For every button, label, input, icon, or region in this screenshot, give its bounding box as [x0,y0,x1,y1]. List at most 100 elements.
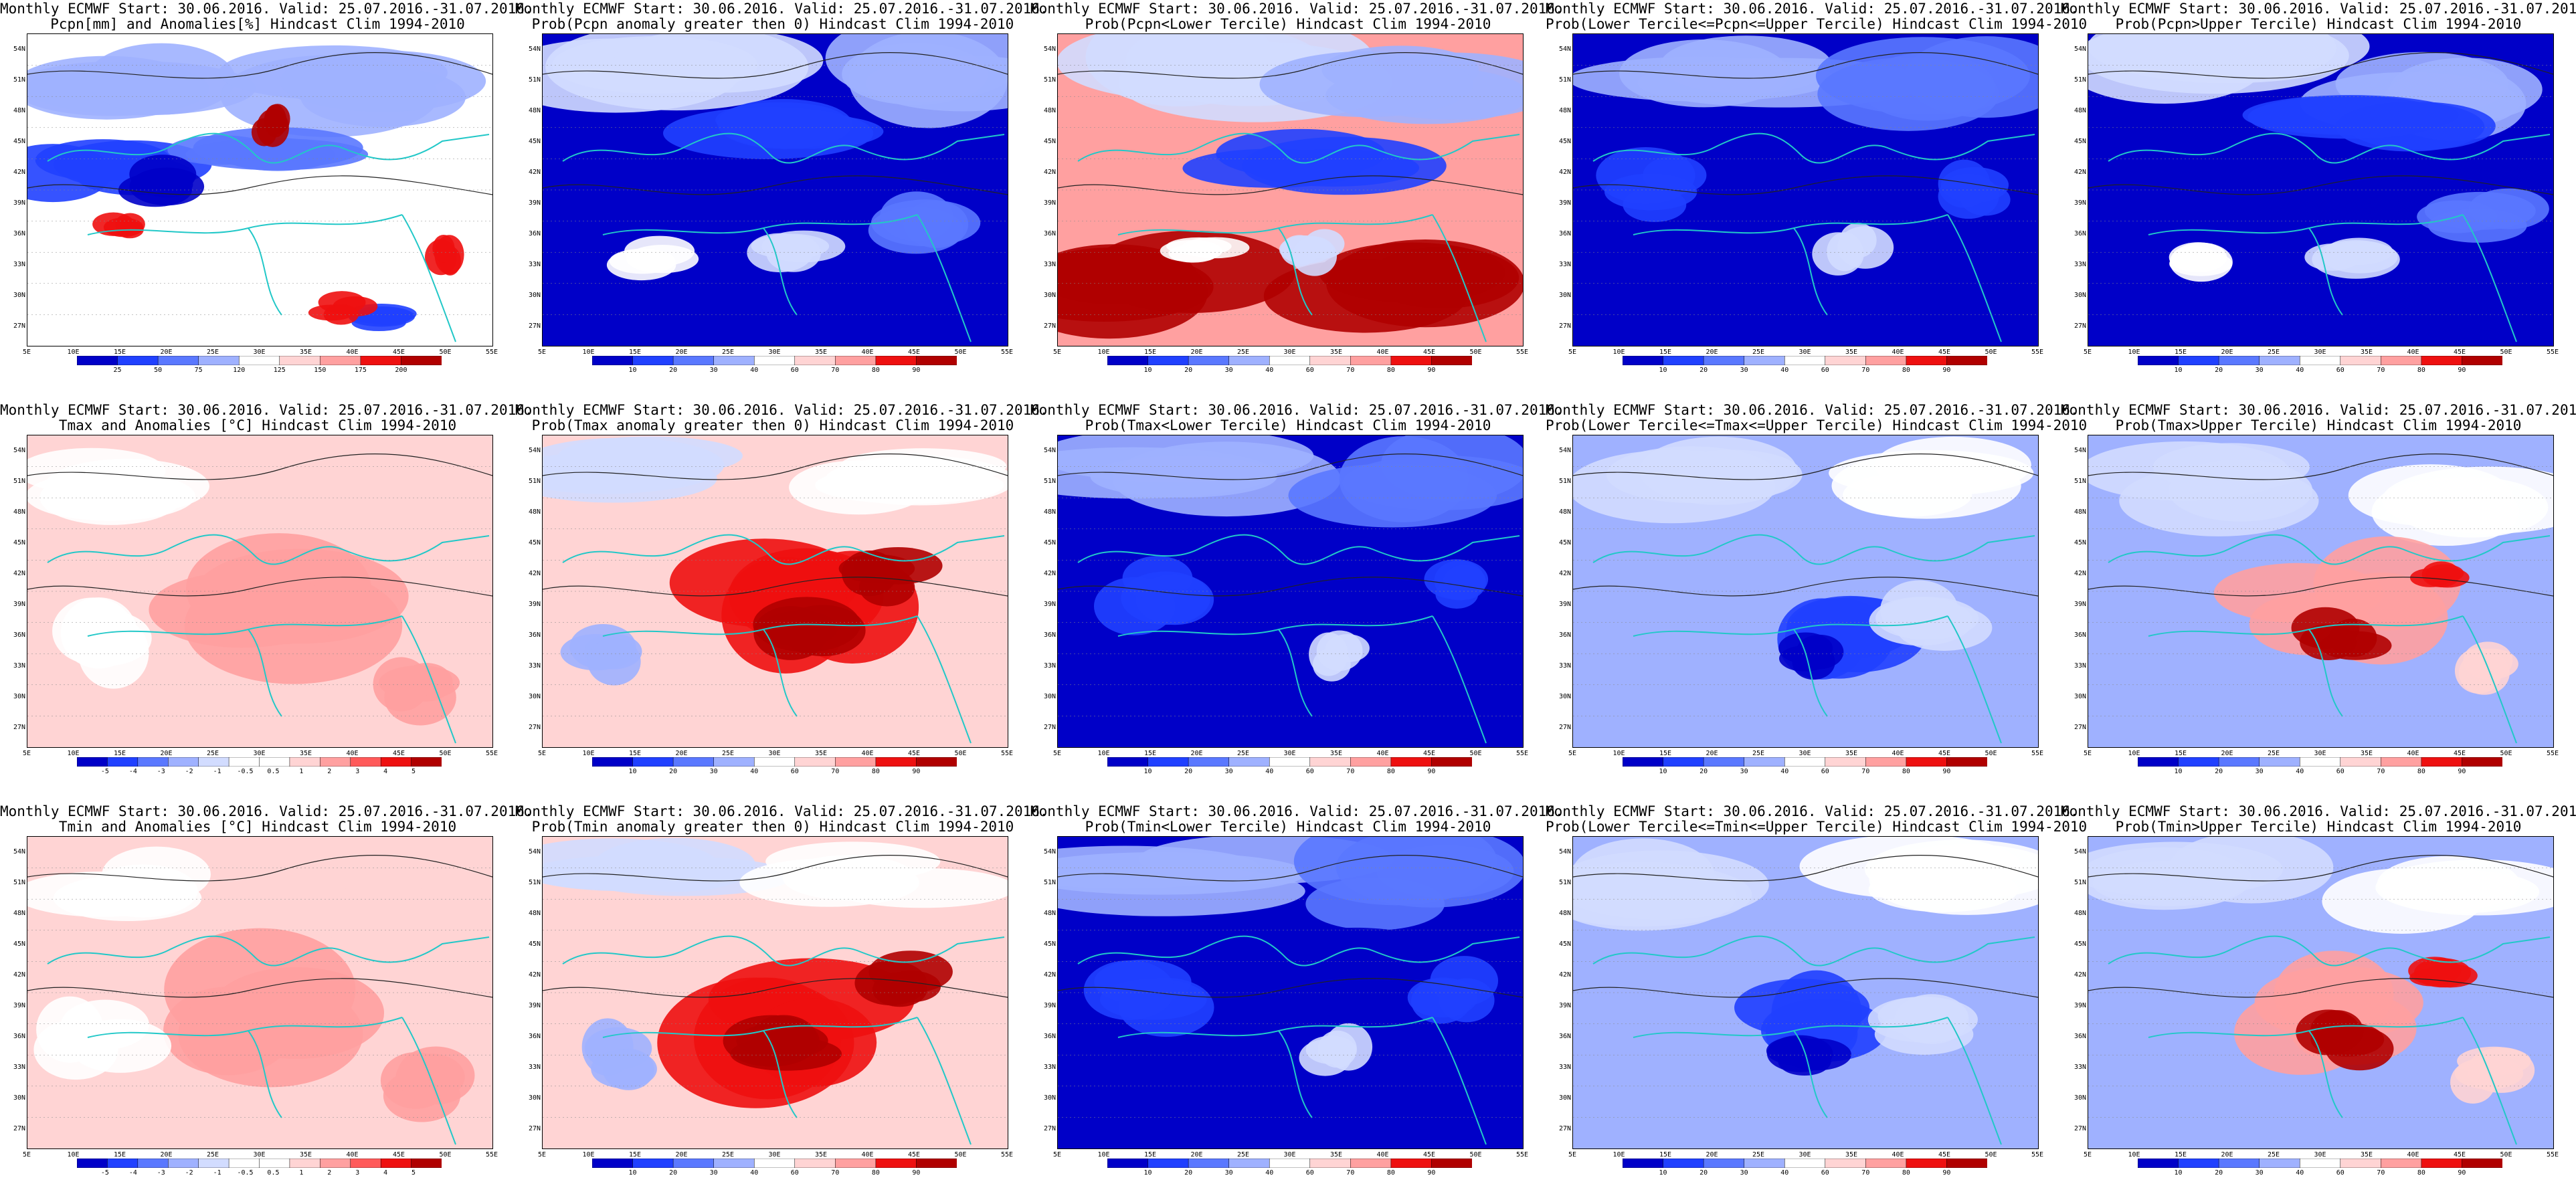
colorbar-swatch [753,356,796,365]
longitude-label: 45E [1422,750,1436,757]
contour-line [1058,454,1523,597]
colorbar-swatch [875,757,917,767]
latitude-label: 36N [528,1033,541,1040]
colorbar-swatch [916,757,957,767]
colorbar-label: 20 [1699,367,1708,374]
forecast-map [27,435,493,748]
longitude-label: 50E [1985,750,1997,757]
longitude-label: 45E [1938,348,1951,356]
colorbar-label: 30 [2255,1169,2264,1177]
latitude-label: 48N [2074,508,2086,516]
shaded-area [2274,950,2394,1037]
panel-title-line-2: Prob(Tmax>Upper Tercile) Hindcast Clim 1… [2115,417,2522,433]
colorbar-swatch [794,757,836,767]
latitude-label: 27N [2074,322,2086,330]
longitude-label: 25E [1752,1151,1765,1159]
latitude-label: 39N [13,199,25,207]
shaded-area [1894,994,1969,1044]
colorbar-label: 40 [750,768,759,775]
latitude-label: 36N [528,631,541,639]
shaded-area [1188,580,1439,658]
longitude-label: 35E [2360,348,2373,356]
colorbar-label: 20 [1184,1169,1193,1177]
colorbar-swatch [1703,757,1745,767]
panel-title-line-2: Prob(Pcpn>Upper Tercile) Hindcast Clim 1… [2115,16,2522,32]
colorbar-label: 10 [1659,367,1667,374]
longitude-label: 15E [113,348,126,356]
colorbar-label: 4 [383,1169,388,1177]
longitude-label: 5E [1052,348,1062,356]
latitude-label: 36N [1043,631,1056,639]
colorbar-label: -2 [185,768,193,775]
colorbar-label: -2 [185,1169,193,1177]
longitude-label: 10E [67,1151,80,1159]
latitude-label: 42N [2074,971,2086,979]
colorbar-swatch [1784,757,1826,767]
latitude-label: 30N [2074,292,2086,299]
longitude-label: 55E [1000,1151,1014,1159]
panel-title-line-1: Monthly ECMWF Start: 30.06.2016. Valid: … [1030,402,1564,418]
latitude-label: 39N [1558,601,1571,608]
shaded-area [2421,561,2461,588]
latitude-label: 54N [1043,848,1056,856]
shaded-area [2424,191,2536,230]
colorbar-swatch [794,1159,836,1168]
longitude-label: 55E [2031,1151,2044,1159]
latitude-label: 39N [2074,199,2086,207]
latitude-label: 54N [1043,447,1056,454]
colorbar-swatch [1623,1159,1664,1168]
colorbar-label: 70 [2377,367,2385,374]
colorbar-swatch [2299,757,2341,767]
longitude-label: 45E [907,348,921,356]
panel-title-line-1: Monthly ECMWF Start: 30.06.2016. Valid: … [1546,803,2079,819]
colorbar-swatch [632,1159,674,1168]
colorbar-label: -1 [213,1169,221,1177]
coastline [47,534,490,744]
shaded-area [373,657,430,712]
longitude-label: 15E [1659,348,1672,356]
colorbar-label: 40 [1265,1169,1274,1177]
longitude-label: 20E [1706,348,1718,356]
forecast-panel: Monthly ECMWF Start: 30.06.2016. Valid: … [0,0,533,401]
contour-line [1573,855,2038,998]
colorbar-swatch [1744,757,1785,767]
colorbar-label: 5 [411,768,416,775]
shaded-area [432,234,455,263]
longitude-label: 15E [1659,1151,1672,1159]
colorbar-swatch [1825,1159,1867,1168]
latitude-label: 39N [1043,1002,1056,1009]
latitude-label: 27N [13,322,25,330]
latitude-label: 39N [2074,601,2086,608]
colorbar-label: 90 [1427,367,1436,374]
shaded-area [27,447,166,494]
latitude-label: 48N [13,910,25,917]
colorbar-swatch [592,1159,634,1168]
longitude-label: 5E [1568,348,1577,356]
latitude-label: 51N [528,76,541,84]
latitude-label: 42N [1043,169,1056,176]
latitude-label: 45N [1043,539,1056,546]
longitude-label: 15E [113,1151,126,1159]
colorbar-label: 20 [1699,768,1708,775]
latitude-label: 36N [1558,230,1571,237]
longitude-label: 10E [1097,750,1110,757]
latitude-label: 45N [13,539,25,546]
colorbar-label: 10 [628,768,637,775]
colorbar-swatch [2340,757,2382,767]
latitude-label: 51N [2074,76,2086,84]
panel-title-line-1: Monthly ECMWF Start: 30.06.2016. Valid: … [0,803,533,819]
longitude-label: 5E [1052,1151,1062,1159]
longitude-label: 25E [721,1151,735,1159]
longitude-label: 10E [582,750,595,757]
colorbar-swatch [289,1159,321,1168]
contour-line [1573,454,2038,597]
longitude-label: 50E [1985,1151,1997,1159]
forecast-map [2088,33,2554,346]
colorbar-swatch [2462,757,2502,767]
latitude-label: 42N [13,570,25,577]
latitude-label: 30N [1558,292,1571,299]
panel-title-line-2: Prob(Lower Tercile<=Tmax<=Upper Tercile)… [1546,417,2088,433]
colorbar-swatch [632,356,674,365]
shaded-area [543,454,717,503]
latitude-label: 30N [2074,1094,2086,1102]
